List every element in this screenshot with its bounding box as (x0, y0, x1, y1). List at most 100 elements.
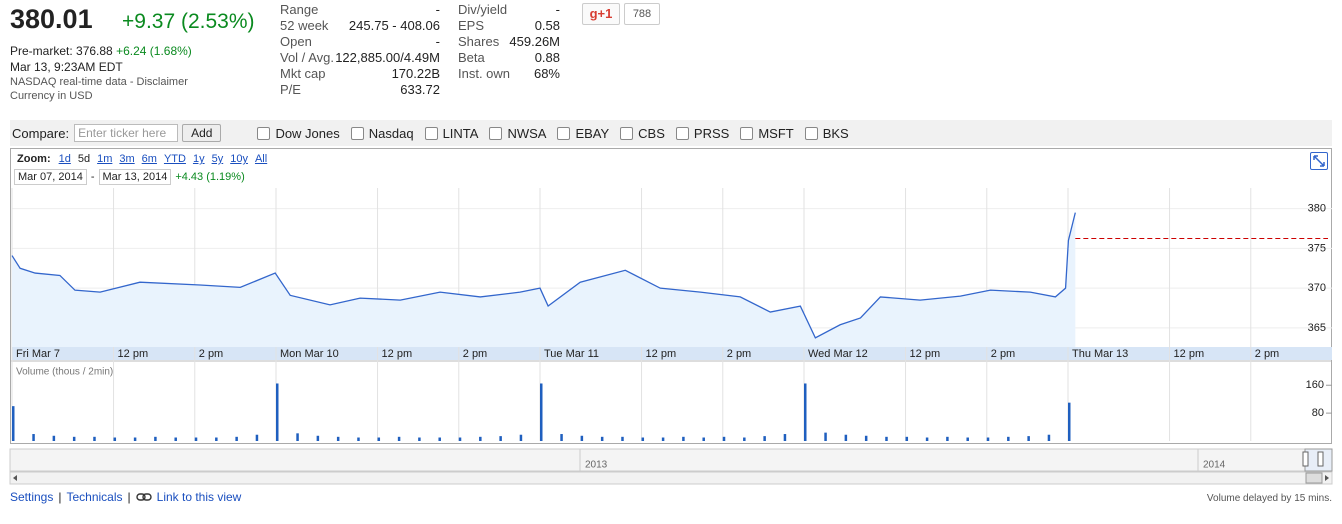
x-tick-label: 12 pm (1174, 348, 1205, 360)
ticker-option[interactable]: NWSA (489, 126, 546, 141)
navigator-handle[interactable] (1302, 451, 1309, 467)
scroll-thumb[interactable] (1305, 472, 1323, 484)
navigator[interactable] (9, 448, 1306, 472)
zoom-option[interactable]: 3m (119, 153, 135, 165)
zoom-option[interactable]: 1d (58, 153, 71, 165)
settings-link[interactable]: Settings (10, 490, 54, 504)
checkbox[interactable] (424, 126, 438, 140)
y-tick-label: 365 (1308, 322, 1326, 334)
zoom-option[interactable]: 5y (211, 153, 224, 165)
plus-one-button[interactable]: g+1 (582, 3, 620, 25)
price-line (11, 212, 1076, 339)
volume-bar (215, 437, 218, 441)
ticker-option[interactable]: LINTA (424, 125, 479, 141)
ticker-option[interactable]: Nasdaq (350, 125, 414, 141)
x-tick-label: 2 pm (991, 348, 1015, 360)
y-tick-label: 80 (1312, 407, 1324, 419)
volume-bar (905, 436, 909, 441)
volume-bar (986, 437, 990, 441)
navigator-label: 2013 (585, 460, 608, 471)
checkbox[interactable] (740, 126, 754, 140)
volume-bar (600, 436, 604, 441)
zoom-option[interactable]: All (254, 153, 268, 165)
separator: | (127, 490, 131, 504)
zoom-option[interactable]: 1m (97, 153, 113, 165)
y-tick-label: 375 (1308, 242, 1326, 254)
checkbox[interactable] (257, 126, 271, 140)
volume-bar (255, 434, 259, 441)
ticker-label: PRSS (693, 125, 730, 141)
stat-value: - (435, 34, 440, 49)
checkbox[interactable] (489, 126, 503, 140)
premarket: Pre-market: 376.88 +6.24 (1.68%) (10, 44, 192, 58)
checkbox[interactable] (675, 126, 689, 140)
x-tick-label: 2 pm (199, 348, 223, 360)
add-button[interactable]: Add (182, 124, 222, 142)
ticker-option[interactable]: EBAY (557, 126, 609, 141)
expand-icon (1313, 155, 1325, 167)
zoom-option[interactable]: 1y (192, 153, 205, 165)
stat-value: 0.58 (534, 18, 560, 33)
zoom-option[interactable]: 5d (77, 153, 91, 165)
volume-bar (641, 437, 645, 441)
volume-bar (560, 434, 563, 441)
date-from[interactable]: Mar 07, 2014 (14, 169, 87, 185)
range-change: +4.43 (1.19%) (175, 171, 245, 183)
checkbox[interactable] (620, 126, 634, 140)
stat-label: 52 week (280, 18, 329, 33)
ticker-option[interactable]: Dow Jones (257, 126, 340, 141)
price-change: +9.37 (2.53%) (122, 10, 255, 33)
volume-bar (844, 434, 848, 441)
stat-label: Open (280, 34, 312, 49)
ticker-option[interactable]: MSFT (740, 126, 794, 141)
zoom-option[interactable]: YTD (163, 153, 186, 165)
ticker-label: Nasdaq (368, 125, 414, 141)
volume-bar (174, 437, 177, 441)
technicals-link[interactable]: Technicals (66, 490, 123, 504)
volume-bar (52, 435, 56, 441)
volume-bar (1047, 434, 1051, 441)
stat-value: 170.22B (391, 66, 440, 81)
volume-bar (946, 436, 949, 441)
scroll-right[interactable] (1325, 475, 1329, 481)
ticker-list: Dow Jones Nasdaq LINTA NWSA EBAY CBS PRSS MSFT B… (257, 125, 849, 141)
navigator-handle[interactable] (1317, 451, 1324, 467)
volume-bar (783, 434, 787, 441)
ticker-input[interactable]: Enter ticker here (74, 124, 179, 142)
stat-label: Mkt cap (280, 66, 326, 81)
checkbox[interactable] (350, 126, 364, 140)
stat-value: - (555, 2, 560, 17)
checkbox[interactable] (557, 126, 571, 140)
stat-label: Range (280, 2, 319, 17)
ticker-label: LINTA (442, 125, 479, 141)
volume-bar (276, 383, 279, 441)
currency: Currency in USD (10, 90, 93, 102)
scroll-left[interactable] (13, 475, 17, 481)
ticker-option[interactable]: CBS (620, 126, 665, 141)
volume-bar (357, 437, 360, 441)
plus-one-count: 788 (624, 3, 660, 25)
zoom-option[interactable]: 10y (230, 153, 248, 165)
expand-button[interactable] (1310, 152, 1328, 170)
zoom-row: Zoom: 1d 5d 1m 3m 6m YTD 1y 5y 10y All (17, 153, 267, 165)
stat-label: Beta (458, 50, 485, 65)
stat-value: 245.75 - 408.06 (348, 18, 440, 33)
data-source[interactable]: NASDAQ real-time data - Disclaimer (10, 76, 188, 88)
date-to[interactable]: Mar 13, 2014 (98, 169, 172, 185)
y-tick-label: 380 (1308, 203, 1326, 215)
stat-value: 633.72 (400, 82, 440, 97)
footer-links: Settings | Technicals | Link to this vie… (10, 490, 241, 504)
ticker-option[interactable]: BKS (804, 126, 849, 141)
stat-label: Vol / Avg. (280, 50, 334, 65)
volume-bar (743, 437, 746, 441)
view-link[interactable]: Link to this view (156, 490, 242, 504)
zoom-option[interactable]: 6m (141, 153, 157, 165)
x-tick-label: 2 pm (1255, 348, 1279, 360)
checkbox[interactable] (804, 126, 818, 140)
x-tick-label: Fri Mar 7 (16, 348, 60, 360)
ticker-option[interactable]: PRSS (675, 125, 730, 141)
navigator-label: 2014 (1203, 460, 1226, 471)
scrollbar[interactable] (9, 471, 1333, 485)
